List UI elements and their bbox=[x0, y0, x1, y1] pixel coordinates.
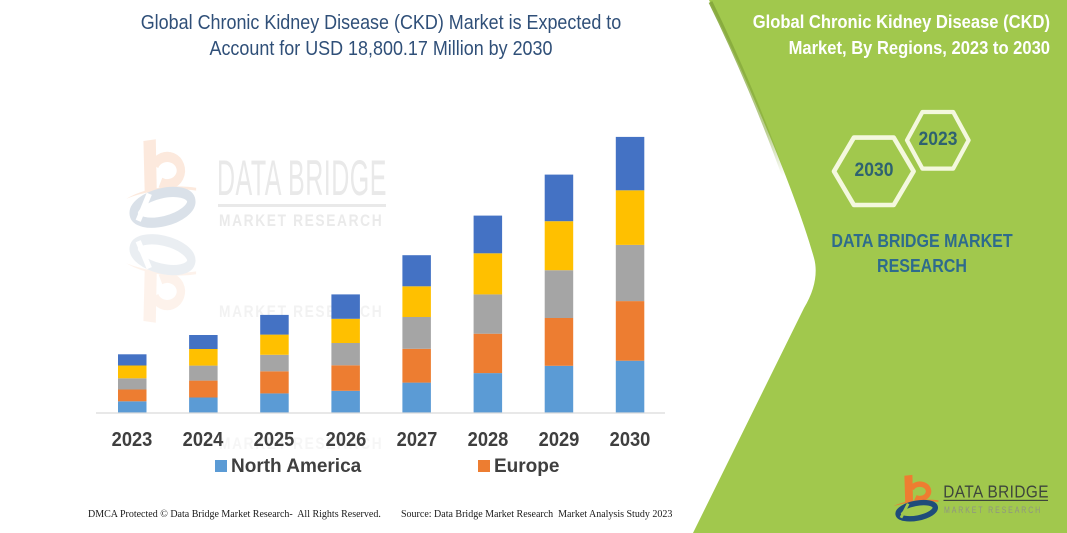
svg-text:MARKET RESEARCH: MARKET RESEARCH bbox=[944, 505, 1042, 515]
svg-text:DATA BRIDGE: DATA BRIDGE bbox=[943, 481, 1049, 501]
